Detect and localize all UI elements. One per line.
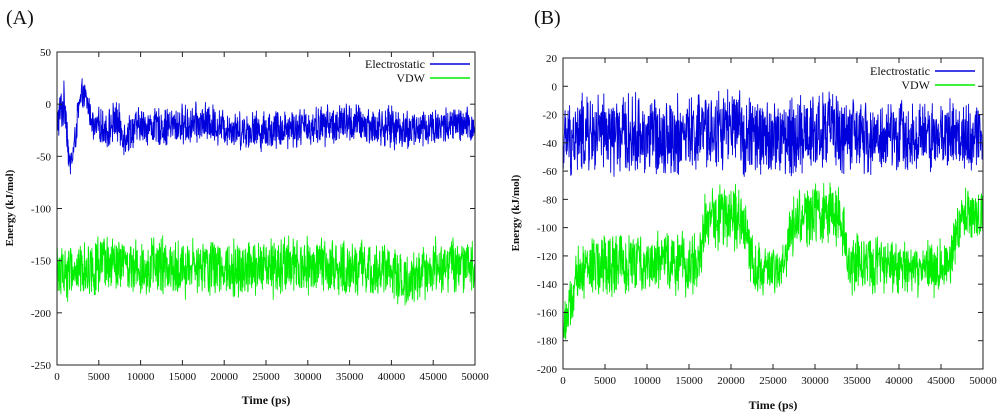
y-tick-label: -100 bbox=[537, 223, 558, 235]
legend-label-electrostatic: Electrostatic bbox=[870, 64, 930, 78]
x-tick-label: 35000 bbox=[336, 371, 364, 383]
y-tick-label: -20 bbox=[542, 110, 557, 122]
y-tick-label: -180 bbox=[537, 336, 558, 348]
y-tick-label: 50 bbox=[40, 47, 52, 59]
legend: Electrostatic VDW bbox=[365, 57, 470, 85]
y-tick-label: -80 bbox=[542, 194, 557, 206]
series-line-vdw bbox=[56, 235, 476, 306]
panel-label: (A) bbox=[6, 7, 34, 29]
x-tick-label: 20000 bbox=[210, 371, 238, 383]
legend-label-electrostatic: Electrostatic bbox=[365, 57, 425, 71]
y-ticks: -250 -200 -150 -100 -50 0 50 bbox=[31, 47, 475, 372]
y-tick-label: -50 bbox=[36, 151, 51, 163]
x-tick-label: 0 bbox=[560, 375, 566, 387]
y-tick-label: -60 bbox=[542, 166, 557, 178]
y-tick-label: -200 bbox=[31, 308, 52, 320]
x-tick-label: 0 bbox=[54, 371, 60, 383]
panel-label: (B) bbox=[534, 7, 561, 29]
x-tick-label: 25000 bbox=[759, 375, 787, 387]
plot-frame bbox=[56, 51, 476, 366]
y-tick-label: 0 bbox=[552, 81, 558, 93]
series-line-electrostatic bbox=[56, 78, 476, 175]
x-axis-label: Time (ps) bbox=[242, 393, 291, 407]
y-tick-label: -120 bbox=[537, 251, 558, 263]
series-layer bbox=[56, 78, 476, 306]
x-tick-label: 45000 bbox=[927, 375, 955, 387]
x-tick-label: 15000 bbox=[675, 375, 703, 387]
x-tick-label: 15000 bbox=[169, 371, 197, 383]
x-tick-label: 5000 bbox=[88, 371, 111, 383]
y-axis-label: Energy (kJ/mol) bbox=[510, 174, 522, 251]
x-tick-label: 25000 bbox=[252, 371, 280, 383]
x-tick-label: 35000 bbox=[843, 375, 871, 387]
y-tick-label: -140 bbox=[537, 279, 558, 291]
series-layer bbox=[562, 89, 984, 340]
x-tick-label: 30000 bbox=[801, 375, 829, 387]
legend: Electrostatic VDW bbox=[870, 64, 975, 92]
x-axis-label: Time (ps) bbox=[749, 398, 798, 412]
x-tick-label: 30000 bbox=[294, 371, 322, 383]
legend-label-vdw: VDW bbox=[396, 71, 425, 85]
y-tick-label: 0 bbox=[46, 99, 52, 111]
x-tick-label: 45000 bbox=[419, 371, 447, 383]
series-line-vdw bbox=[562, 182, 984, 340]
panel-a: (A) -250 -200 -150 -100 -50 0 50 0 5000 10000 150… bbox=[4, 7, 489, 407]
y-tick-label: -40 bbox=[542, 138, 557, 150]
x-ticks: 0 5000 10000 15000 20000 25000 30000 35000 40000… bbox=[560, 58, 997, 387]
y-tick-label: -100 bbox=[31, 204, 52, 216]
x-tick-label: 40000 bbox=[378, 371, 406, 383]
panel-b: (B) -200-180-160-140-120-100-80-60-40-20… bbox=[510, 7, 997, 412]
x-tick-label: 10000 bbox=[127, 371, 155, 383]
x-tick-label: 50000 bbox=[969, 375, 997, 387]
x-tick-label: 10000 bbox=[633, 375, 661, 387]
y-tick-label: -150 bbox=[31, 256, 52, 268]
y-tick-label: 20 bbox=[546, 53, 558, 65]
y-axis-label: Energy (kJ/mol) bbox=[4, 169, 16, 246]
x-tick-label: 5000 bbox=[594, 375, 617, 387]
x-tick-label: 50000 bbox=[461, 371, 489, 383]
legend-label-vdw: VDW bbox=[901, 78, 930, 92]
x-ticks: 0 5000 10000 15000 20000 25000 30000 35000 40000… bbox=[54, 52, 489, 383]
series-line-electrostatic bbox=[562, 89, 984, 177]
x-tick-label: 40000 bbox=[885, 375, 913, 387]
x-tick-label: 20000 bbox=[717, 375, 745, 387]
y-tick-label: -160 bbox=[537, 307, 558, 319]
y-tick-label: -250 bbox=[31, 360, 52, 372]
y-tick-label: -200 bbox=[537, 364, 558, 376]
